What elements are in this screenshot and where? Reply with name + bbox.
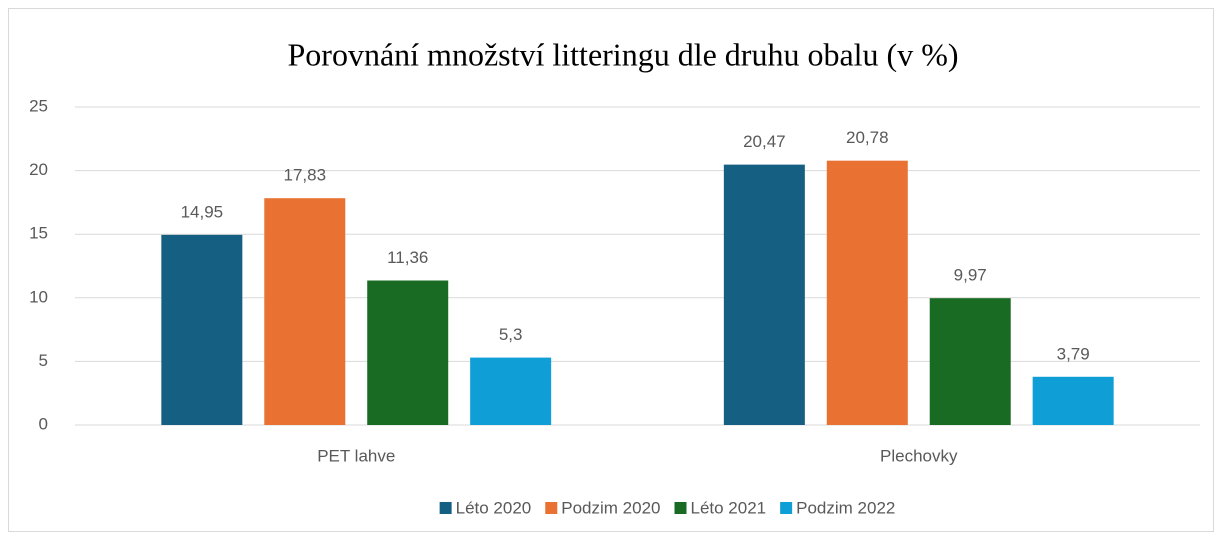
y-tick-label: 0 — [39, 414, 48, 433]
data-label: 9,97 — [954, 266, 987, 285]
bar — [929, 298, 1011, 425]
x-tick-label: Plechovky — [880, 446, 958, 465]
legend-label: Podzim 2022 — [796, 498, 895, 517]
data-label: 11,36 — [387, 248, 428, 267]
legend-swatch — [545, 502, 558, 514]
legend-swatch — [780, 502, 793, 514]
legend-swatch — [439, 502, 452, 514]
data-label: 20,78 — [846, 128, 889, 147]
bar — [470, 357, 552, 425]
data-label: 17,83 — [284, 166, 327, 185]
data-label: 3,79 — [1057, 344, 1090, 363]
data-label: 20,47 — [743, 132, 786, 151]
legend-label: Léto 2020 — [456, 498, 532, 517]
y-tick-label: 5 — [39, 351, 48, 370]
data-label: 5,3 — [499, 325, 523, 344]
y-tick-label: 25 — [29, 96, 48, 115]
legend-swatch — [674, 502, 687, 514]
legend-label: Podzim 2020 — [561, 498, 660, 517]
data-label: 14,95 — [181, 202, 224, 221]
legend-label: Léto 2021 — [691, 498, 767, 517]
bar — [367, 280, 449, 425]
bar — [264, 198, 346, 425]
y-tick-label: 15 — [29, 224, 48, 243]
bar — [826, 160, 908, 425]
x-tick-label: PET lahve — [317, 446, 395, 465]
bar — [723, 164, 805, 426]
chart-title: Porovnání množství litteringu dle druhu … — [288, 36, 959, 72]
bar — [161, 234, 243, 425]
bar — [1032, 376, 1114, 425]
y-tick-label: 20 — [29, 160, 48, 179]
y-tick-label: 10 — [29, 287, 48, 306]
